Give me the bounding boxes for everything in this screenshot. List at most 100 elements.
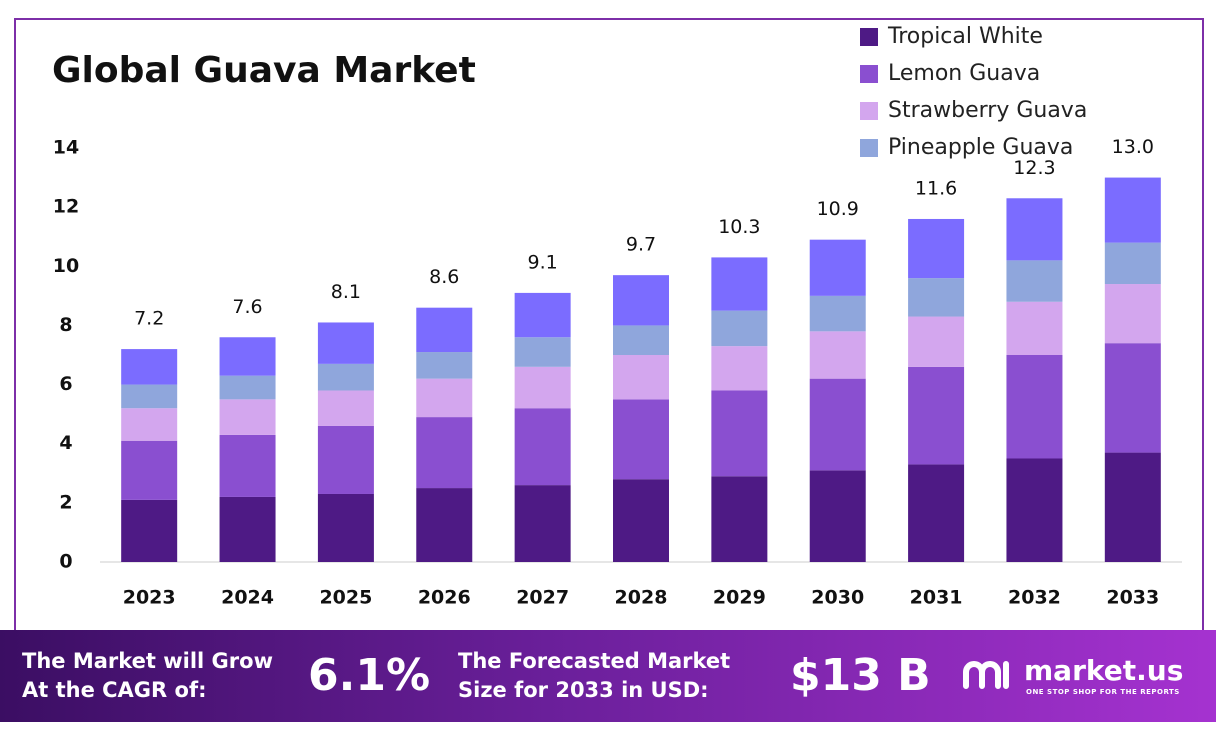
bar-segment xyxy=(317,363,374,391)
y-tick-label: 6 xyxy=(59,373,72,395)
bar-segment xyxy=(416,417,473,489)
y-tick-label: 8 xyxy=(59,314,72,336)
legend-label: Lemon Guava xyxy=(888,61,1040,86)
x-tick-label: 2033 xyxy=(1106,587,1159,609)
size-value: $13 B xyxy=(790,650,931,701)
legend-swatch xyxy=(860,28,878,46)
total-label: 8.6 xyxy=(429,266,459,288)
bar-segment xyxy=(219,496,276,562)
bar-segment xyxy=(613,325,669,355)
total-label: 13.0 xyxy=(1112,136,1154,158)
bar-segment xyxy=(711,257,768,311)
total-label: 10.9 xyxy=(817,198,859,220)
bar-segment xyxy=(711,346,768,391)
bar-segment xyxy=(219,337,276,376)
legend-swatch xyxy=(860,65,878,83)
bar-segment xyxy=(809,239,866,296)
size-text-line: Size for 2033 in USD: xyxy=(458,678,709,702)
logo-tagline: ONE STOP SHOP FOR THE REPORTS xyxy=(1026,688,1180,696)
legend-label: Tropical White xyxy=(887,24,1043,49)
bar-segment xyxy=(908,278,965,317)
y-tick-label: 10 xyxy=(53,255,79,277)
x-tick-label: 2026 xyxy=(418,587,471,609)
size-text: The Forecasted Market Size for 2033 in U… xyxy=(458,647,730,705)
bar-segment xyxy=(809,331,866,379)
total-label: 9.7 xyxy=(626,234,656,256)
bar-segment xyxy=(711,390,768,477)
bar-segment xyxy=(317,322,374,364)
bar-segment xyxy=(1104,177,1161,243)
y-tick-label: 0 xyxy=(59,551,72,573)
x-tick-label: 2023 xyxy=(123,587,176,609)
size-text-line: The Forecasted Market xyxy=(458,649,731,673)
legend-swatch xyxy=(860,102,878,120)
bar-segment xyxy=(416,488,473,562)
total-label: 7.2 xyxy=(134,308,164,330)
bar-segment xyxy=(908,218,965,279)
bar-segment xyxy=(908,464,965,562)
bar-segment xyxy=(1104,452,1161,562)
bar-segment xyxy=(121,408,178,441)
bar-segment xyxy=(809,295,866,332)
cagr-text: The Market will Grow At the CAGR of: xyxy=(22,647,273,705)
y-tick-label: 2 xyxy=(59,491,72,513)
bar-segment xyxy=(121,440,178,500)
bar-segment xyxy=(514,408,571,486)
bar-segment xyxy=(613,399,669,480)
legend-label: Strawberry Guava xyxy=(888,98,1087,123)
legend-label: Pineapple Guava xyxy=(888,135,1073,160)
bar-segment xyxy=(908,316,965,367)
bar-segment xyxy=(416,307,473,353)
bar-segment xyxy=(317,425,374,494)
bar-segment xyxy=(1006,301,1063,355)
total-label: 10.3 xyxy=(718,216,760,238)
total-label: 12.3 xyxy=(1013,157,1055,179)
bar-segment xyxy=(1006,355,1063,459)
chart: Global Guava Market 0 2 4 6 8 10 12 14 2023 7.2 20… xyxy=(52,24,1182,609)
x-tick-label: 2032 xyxy=(1008,587,1061,609)
bar-segment xyxy=(908,366,965,465)
x-tick-label: 2029 xyxy=(713,587,766,609)
bar-segment xyxy=(317,493,374,562)
cagr-value: 6.1% xyxy=(308,650,431,701)
x-tick-label: 2028 xyxy=(615,587,668,609)
bar-segment xyxy=(809,470,866,562)
bar-segment xyxy=(121,349,178,385)
bar-segment xyxy=(613,275,669,326)
logo-icon xyxy=(963,661,1009,689)
bar-segment xyxy=(219,399,276,435)
bar-segment xyxy=(416,352,473,379)
bar-segment xyxy=(317,390,374,426)
bar-segment xyxy=(711,310,768,347)
bar-segment xyxy=(1104,242,1161,285)
legend-swatch xyxy=(860,139,878,157)
bar-segment xyxy=(1104,284,1161,344)
bar-segment xyxy=(1104,343,1161,453)
bar-segment xyxy=(1006,458,1063,562)
bar-segment xyxy=(121,384,178,409)
bar-segment xyxy=(809,378,866,471)
bar-segment xyxy=(613,355,669,400)
bar-segment xyxy=(514,337,571,367)
total-label: 8.1 xyxy=(331,281,361,303)
total-label: 11.6 xyxy=(915,177,957,199)
bar-segment xyxy=(514,485,571,562)
bar-segment xyxy=(514,366,571,409)
bar-segment xyxy=(711,476,768,562)
bar-segment xyxy=(219,375,276,400)
bar-segment xyxy=(613,479,669,562)
total-label: 7.6 xyxy=(232,296,262,318)
x-tick-label: 2030 xyxy=(811,587,864,609)
footer: The Market will Grow At the CAGR of: 6.1… xyxy=(0,630,1216,722)
x-tick-label: 2027 xyxy=(516,587,569,609)
logo-text: market.us xyxy=(1024,654,1184,687)
chart-title: Global Guava Market xyxy=(52,50,476,91)
bar-segment xyxy=(1006,260,1063,302)
x-tick-label: 2024 xyxy=(221,587,274,609)
bar-segment xyxy=(416,378,473,418)
bar-segment xyxy=(1006,198,1063,261)
bar-segment xyxy=(514,292,571,338)
total-label: 9.1 xyxy=(528,251,558,273)
x-tick-label: 2031 xyxy=(910,587,963,609)
